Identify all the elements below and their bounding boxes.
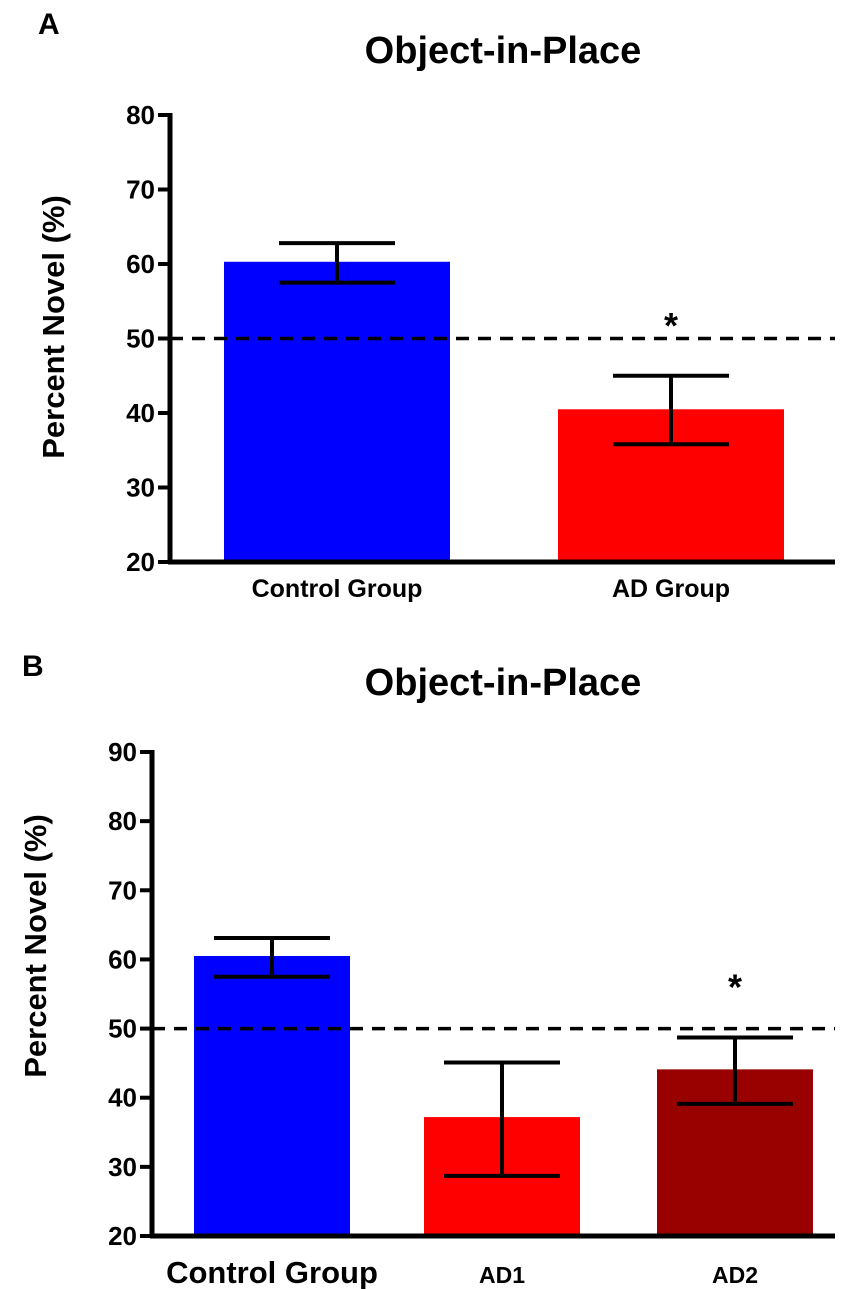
x-tick-label: AD1 — [479, 1262, 525, 1288]
error-bar-2 — [444, 1060, 560, 1178]
significance-star: * — [664, 305, 678, 346]
y-tick-label: 50 — [126, 324, 155, 354]
bar-control-group — [194, 955, 350, 1236]
y-ticks-b: 20 30 40 50 60 70 80 90 — [108, 737, 152, 1251]
error-bar-1 — [214, 935, 330, 979]
annotations-a: * — [664, 305, 678, 346]
y-tick-label: 30 — [108, 1152, 137, 1182]
y-tick-label: 90 — [108, 737, 137, 767]
chart-title-a: Object-in-Place — [365, 30, 642, 72]
annotations-b: * — [728, 967, 742, 1008]
y-tick-label: 40 — [108, 1083, 137, 1113]
panel-label-a: A — [38, 8, 60, 41]
x-labels-a: Control Group AD Group — [252, 575, 730, 603]
y-tick-label: 80 — [126, 100, 155, 130]
bar-control-group — [224, 261, 450, 562]
y-tick-label: 80 — [108, 806, 137, 836]
y-tick-label: 30 — [126, 473, 155, 503]
error-bar-2 — [613, 373, 729, 447]
x-tick-label: AD Group — [612, 575, 730, 603]
errorbars-b — [214, 935, 793, 1178]
y-tick-label: 60 — [108, 944, 137, 974]
x-tick-label: Control Group — [166, 1255, 378, 1289]
significance-star: * — [728, 967, 742, 1008]
panel-a: A Object-in-Place Percent Novel (%) 20 30… — [36, 8, 835, 603]
panel-b: B Object-in-Place Percent Novel (%) 20 30… — [18, 650, 835, 1289]
y-tick-label: 60 — [126, 249, 155, 279]
y-tick-label: 40 — [126, 398, 155, 428]
y-axis-label-b: Percent Novel (%) — [18, 814, 53, 1078]
y-tick-label: 20 — [108, 1221, 137, 1251]
panel-label-b: B — [22, 650, 44, 683]
error-bar-1 — [279, 241, 395, 285]
y-tick-label: 70 — [108, 875, 137, 905]
y-tick-label: 70 — [126, 175, 155, 205]
y-ticks-a: 20 30 40 50 60 70 80 — [126, 100, 170, 577]
error-bar-3 — [677, 1035, 793, 1106]
x-labels-b: Control Group AD1 AD2 — [166, 1255, 758, 1289]
chart-title-b: Object-in-Place — [365, 662, 642, 704]
y-axis-label-a: Percent Novel (%) — [36, 195, 71, 459]
y-tick-label: 50 — [108, 1014, 137, 1044]
y-tick-label: 20 — [126, 547, 155, 577]
x-tick-label: Control Group — [252, 575, 423, 603]
errorbars-a — [279, 241, 729, 447]
x-tick-label: AD2 — [712, 1262, 758, 1288]
axes-b — [149, 750, 835, 1239]
bars-a — [224, 261, 784, 562]
